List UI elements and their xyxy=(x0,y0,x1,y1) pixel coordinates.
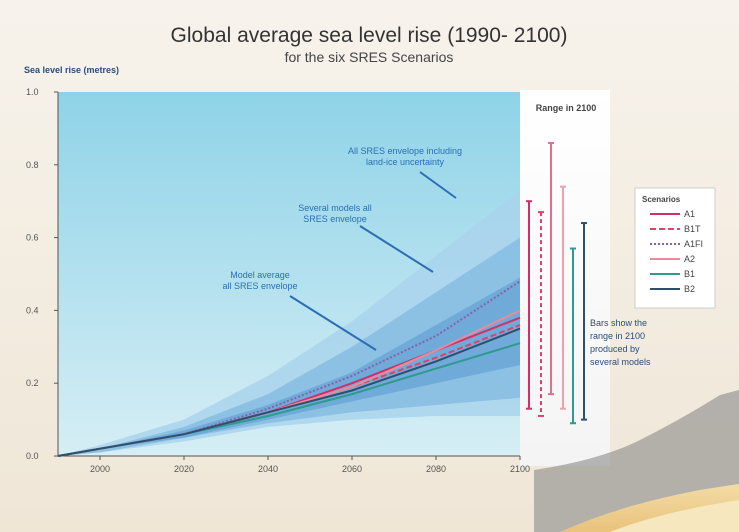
axes xyxy=(57,92,520,457)
annotation-bars-note-line3: produced by xyxy=(590,344,640,354)
annotation-model-average-line1: Model average xyxy=(230,270,290,280)
x-tick-label: 2060 xyxy=(342,464,362,474)
annotation-model-average-arrow xyxy=(289,295,377,351)
annotation-several-models-line1: Several models all xyxy=(298,203,372,213)
annotation-model-average: Model average all SRES envelope xyxy=(222,270,377,351)
series-line-b2 xyxy=(57,327,521,457)
envelope-bands xyxy=(58,190,520,457)
legend-label-a1: A1 xyxy=(684,209,695,219)
annotation-bars-note: Bars show the range in 2100 produced by … xyxy=(590,318,651,367)
series-line-b1t xyxy=(57,324,521,457)
annotation-several-models-line2: SRES envelope xyxy=(303,214,367,224)
x-tick-label: 2100 xyxy=(510,464,530,474)
y-tick-label: 0.8 xyxy=(26,160,39,170)
range-title: Range in 2100 xyxy=(536,103,597,113)
legend: A1 B1T A1FI A2 B1 B2 xyxy=(650,209,703,294)
sand-highlight-decoration xyxy=(610,500,739,532)
annotation-several-models: Several models all SRES envelope xyxy=(298,203,434,273)
legend-label-b1: B1 xyxy=(684,269,695,279)
chart-title: Global average sea level rise (1990- 210… xyxy=(171,24,568,47)
legend-label-a1fi: A1FI xyxy=(684,239,703,249)
x-tick-label: 2000 xyxy=(90,464,110,474)
annotation-several-models-arrow xyxy=(359,225,434,273)
y-tick-label: 0.4 xyxy=(26,305,39,315)
scenario-lines xyxy=(57,280,521,457)
y-tick-label: 0.6 xyxy=(26,233,39,243)
y-tick-label: 1.0 xyxy=(26,87,39,97)
range-bars xyxy=(526,141,587,425)
band-model-average-all-sres xyxy=(58,277,520,456)
legend-label-b2: B2 xyxy=(684,284,695,294)
y-axis-label: Sea level rise (metres) xyxy=(24,65,119,75)
annotation-bars-note-line2: range in 2100 xyxy=(590,331,645,341)
legend-label-b1t: B1T xyxy=(684,224,701,234)
x-tick-label: 2040 xyxy=(258,464,278,474)
legend-title: Scenarios xyxy=(642,195,681,204)
chart-subtitle: for the six SRES Scenarios xyxy=(285,49,454,65)
x-tick-label: 2080 xyxy=(426,464,446,474)
y-tick-label: 0.0 xyxy=(26,451,39,461)
band-several-models-all-sres xyxy=(58,237,520,456)
annotation-bars-note-line1: Bars show the xyxy=(590,318,647,328)
legend-label-a2: A2 xyxy=(684,254,695,264)
annotation-bars-note-line4: several models xyxy=(590,357,651,367)
range-panel xyxy=(520,90,610,466)
annotation-all-sres: All SRES envelope including land-ice unc… xyxy=(348,146,462,199)
annotation-all-sres-line1: All SRES envelope including xyxy=(348,146,462,156)
x-tick-label: 2020 xyxy=(174,464,194,474)
annotation-all-sres-arrow xyxy=(419,171,457,199)
y-tick-label: 0.2 xyxy=(26,378,39,388)
annotation-all-sres-line2: land-ice uncertainty xyxy=(366,157,445,167)
axis-ticks: 2000 2020 2040 2060 2080 2100 0.0 0.2 0.4 0.6 0.8 1… xyxy=(26,87,530,474)
annotation-model-average-line2: all SRES envelope xyxy=(222,281,297,291)
